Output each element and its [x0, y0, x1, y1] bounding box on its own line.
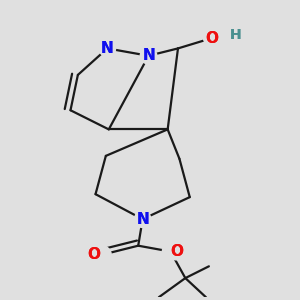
Text: N: N: [136, 212, 149, 227]
Text: O: O: [170, 244, 183, 259]
Text: N: N: [142, 48, 155, 63]
Text: H: H: [230, 28, 241, 42]
Text: H: H: [230, 28, 241, 42]
Circle shape: [86, 246, 102, 263]
Text: N: N: [101, 41, 114, 56]
Circle shape: [99, 40, 116, 57]
Text: O: O: [88, 247, 100, 262]
Circle shape: [94, 246, 111, 263]
Circle shape: [162, 243, 179, 260]
Text: O: O: [205, 31, 218, 46]
Text: O: O: [170, 244, 183, 259]
Text: N: N: [136, 212, 149, 227]
Circle shape: [134, 211, 151, 227]
Circle shape: [140, 47, 157, 64]
Text: O: O: [88, 247, 100, 262]
Circle shape: [204, 30, 220, 46]
Text: N: N: [142, 48, 155, 63]
Text: O: O: [205, 31, 218, 46]
Text: N: N: [101, 41, 114, 56]
Circle shape: [168, 243, 185, 260]
